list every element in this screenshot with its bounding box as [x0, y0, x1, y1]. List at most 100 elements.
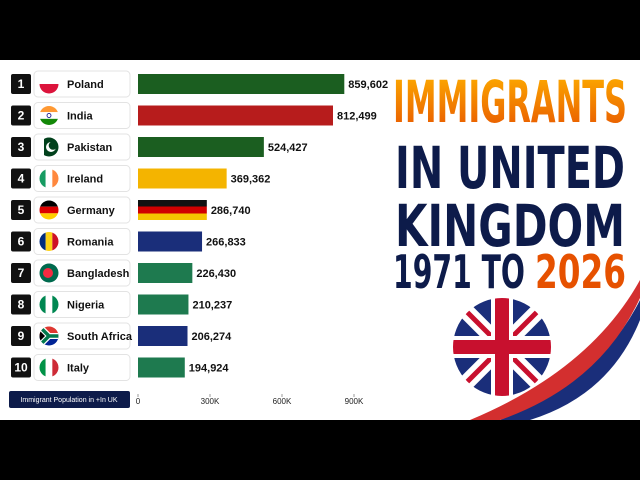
rank: 1: [18, 77, 25, 91]
flag-part: [52, 169, 59, 188]
title-line: IN UNITED: [395, 134, 625, 202]
row-card: [33, 354, 131, 381]
value-label: 206,274: [192, 331, 233, 343]
rank: 3: [18, 140, 25, 154]
value-label: 369,362: [231, 173, 271, 185]
value-label: 286,740: [211, 205, 251, 217]
flag: [39, 232, 59, 251]
subtitle-highlight: 2026: [535, 245, 626, 299]
row-card: [33, 291, 131, 318]
row-card: [33, 322, 131, 350]
value-label: 210,237: [192, 299, 232, 311]
category-label: India: [67, 110, 94, 122]
category-label: Nigeria: [67, 299, 105, 311]
rank: 6: [18, 235, 25, 249]
category-label: Poland: [67, 79, 104, 91]
flag: [39, 295, 59, 314]
axis-label: Immigrant Population in +In UK: [20, 397, 117, 404]
category-label: Romania: [67, 236, 114, 248]
uk-flag: [452, 297, 552, 397]
rank: 9: [18, 329, 25, 343]
bar: [138, 231, 203, 252]
x-tick-label: 900K: [345, 397, 364, 406]
rank: 5: [18, 203, 25, 217]
flag-part: [45, 232, 53, 251]
rank-box: [11, 137, 31, 157]
category-label: Italy: [67, 362, 90, 374]
value-label: 266,833: [206, 236, 246, 248]
flag: [39, 263, 59, 283]
bar: [138, 137, 264, 157]
rank-box: [11, 200, 31, 220]
flag: [39, 326, 59, 346]
bar: [138, 74, 345, 94]
swoosh-blue: [500, 300, 640, 420]
rank: 4: [18, 172, 25, 186]
value-label: 226,430: [196, 268, 236, 280]
flag-part: [39, 74, 59, 84]
flag: [39, 137, 59, 157]
subtitle: 1971 TO: [393, 245, 525, 299]
flag-part: [39, 330, 45, 342]
flag-part: [45, 358, 53, 377]
swoosh-red: [470, 280, 640, 420]
value-label: 524,427: [268, 142, 308, 154]
title-line: IMMIGRANTS: [393, 68, 627, 136]
row-card: [33, 196, 131, 224]
flag-part: [52, 232, 59, 251]
x-tick-label: 0: [136, 397, 141, 406]
category-label: Bangladesh: [67, 268, 130, 280]
bar: [138, 200, 207, 220]
flag: [39, 74, 59, 94]
bar: [138, 263, 193, 283]
bar: [138, 168, 227, 189]
flag-part: [39, 200, 59, 207]
bar: [138, 294, 189, 315]
flag: [39, 169, 59, 188]
flag-part: [39, 336, 59, 346]
x-tick-label: 300K: [201, 397, 220, 406]
flag-part: [39, 295, 46, 314]
bar: [138, 326, 188, 346]
row-card: [33, 165, 131, 192]
rank-box: [11, 105, 31, 126]
rank: 8: [18, 298, 25, 312]
flag-part: [39, 358, 46, 377]
rank-box: [11, 263, 31, 283]
flag-part: [39, 137, 44, 157]
bar: [138, 105, 333, 126]
flag-part: [39, 112, 59, 119]
rank: 10: [14, 361, 28, 375]
x-tick-label: 600K: [273, 397, 292, 406]
rank-box: [11, 357, 31, 378]
category-label: Germany: [67, 205, 116, 217]
flag-part: [46, 113, 52, 118]
value-label: 859,602: [348, 79, 388, 91]
rank-box: [11, 168, 31, 189]
category-label: Ireland: [67, 173, 103, 185]
flag: [39, 106, 59, 125]
flag-part: [43, 268, 53, 278]
flag-part: [39, 206, 59, 214]
flag-part: [48, 141, 58, 150]
row-card: [33, 102, 131, 129]
row-card: [33, 228, 131, 255]
uk-flag-border: [451, 296, 553, 398]
flag-part: [52, 295, 59, 314]
row-card: [33, 70, 131, 98]
flag-part: [39, 232, 46, 251]
flag-part: [39, 213, 59, 220]
flag-part: [39, 169, 46, 188]
axis-label-box: [9, 391, 130, 408]
flag-part: [39, 118, 59, 125]
row-card: [33, 259, 131, 287]
rank-box: [11, 74, 31, 94]
rank-box: [11, 231, 31, 252]
category-label: Pakistan: [67, 142, 113, 154]
rank: 7: [18, 266, 25, 280]
rank: 2: [18, 109, 25, 123]
category-label: South Africa: [67, 331, 133, 343]
flag: [39, 358, 59, 377]
flag-part: [45, 169, 53, 188]
